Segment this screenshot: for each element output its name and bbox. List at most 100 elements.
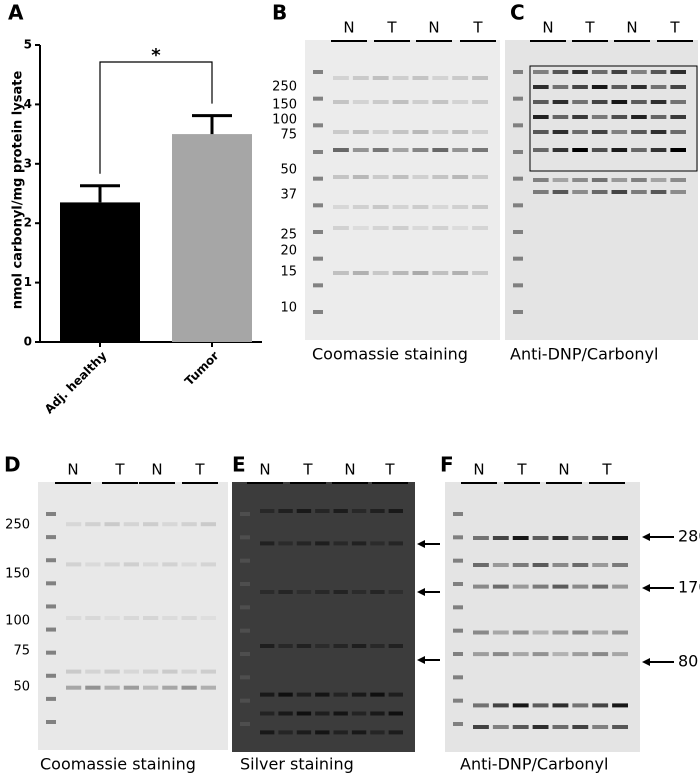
ladder-band xyxy=(46,535,56,540)
protein-band xyxy=(296,590,312,594)
protein-band xyxy=(670,190,686,194)
protein-band xyxy=(492,725,509,729)
marker-label: 150 xyxy=(272,98,297,113)
marker-label: 75 xyxy=(13,644,30,659)
ladder-band xyxy=(313,310,323,314)
ladder-band xyxy=(513,70,523,74)
protein-band xyxy=(492,630,509,635)
y-tick-label: 0 xyxy=(24,335,32,349)
protein-band xyxy=(432,148,449,152)
lane-label: N xyxy=(473,461,484,479)
protein-band xyxy=(296,541,312,546)
protein-band xyxy=(123,616,139,620)
lane-label: T xyxy=(194,461,205,479)
protein-band xyxy=(533,100,549,104)
protein-band xyxy=(532,563,549,567)
protein-band xyxy=(143,562,159,567)
protein-band xyxy=(611,100,628,104)
protein-band xyxy=(533,178,549,182)
protein-band xyxy=(473,563,489,567)
marker-label: 100 xyxy=(272,113,297,128)
protein-band xyxy=(452,100,469,104)
protein-band xyxy=(592,536,609,540)
protein-band xyxy=(552,536,569,540)
protein-band xyxy=(370,730,385,735)
protein-band xyxy=(572,190,588,194)
protein-band xyxy=(432,76,449,80)
protein-band xyxy=(472,205,488,209)
protein-band xyxy=(392,76,409,80)
protein-band xyxy=(611,130,628,134)
protein-band xyxy=(650,100,667,104)
protein-band xyxy=(532,652,549,657)
protein-band xyxy=(162,562,178,567)
protein-band xyxy=(552,190,569,194)
protein-band xyxy=(85,685,101,690)
lane-label: N xyxy=(626,19,637,37)
protein-band xyxy=(392,271,409,275)
marker-label: 250 xyxy=(5,518,30,533)
protein-band xyxy=(260,590,275,594)
protein-band xyxy=(572,70,588,74)
protein-band xyxy=(472,148,488,152)
error-bar xyxy=(192,114,232,135)
protein-band xyxy=(315,541,330,546)
lane-label: T xyxy=(516,461,527,479)
protein-band xyxy=(352,226,369,230)
ladder-band xyxy=(240,535,250,540)
protein-band xyxy=(333,175,349,179)
arrow-label: 80 xyxy=(678,652,698,671)
y-axis-label: nmol carbonyl/mg protein lysate xyxy=(11,71,26,310)
protein-band xyxy=(104,562,120,567)
protein-band xyxy=(532,584,549,589)
protein-band xyxy=(66,522,82,527)
protein-band xyxy=(278,730,293,735)
protein-band xyxy=(181,562,197,567)
protein-band xyxy=(552,70,569,74)
protein-band xyxy=(532,630,549,635)
protein-band xyxy=(372,271,389,275)
ladder-band xyxy=(46,604,56,609)
protein-band xyxy=(104,685,120,690)
ladder-band xyxy=(46,581,56,586)
protein-band xyxy=(200,616,216,620)
y-tick-label: 4 xyxy=(24,97,32,111)
protein-band xyxy=(333,590,348,594)
protein-band xyxy=(472,100,488,104)
marker-label: 75 xyxy=(280,128,297,143)
protein-band xyxy=(315,730,330,735)
protein-band xyxy=(181,685,197,690)
caption: Silver staining xyxy=(240,755,354,774)
ladder-band xyxy=(453,722,463,726)
protein-band xyxy=(296,692,312,697)
protein-band xyxy=(66,616,82,620)
protein-band xyxy=(452,271,469,275)
caption: Anti-DNP/Carbonyl xyxy=(510,345,658,364)
protein-band xyxy=(260,509,275,513)
protein-band xyxy=(611,190,628,194)
protein-band xyxy=(572,115,588,119)
ladder-band xyxy=(240,628,250,633)
ladder-band xyxy=(513,176,523,181)
protein-band xyxy=(392,226,409,230)
protein-band xyxy=(66,685,82,690)
ladder-band xyxy=(313,203,323,208)
protein-band xyxy=(572,100,588,104)
protein-band xyxy=(552,652,569,657)
protein-band xyxy=(591,85,608,89)
protein-band xyxy=(388,692,403,697)
marker-label: 50 xyxy=(13,680,30,695)
protein-band xyxy=(352,175,369,179)
ladder-band xyxy=(453,535,463,540)
ladder-band xyxy=(46,512,56,516)
protein-band xyxy=(512,536,529,540)
protein-band xyxy=(670,130,686,134)
lane-label: N xyxy=(542,19,553,37)
protein-band xyxy=(412,271,429,275)
protein-band xyxy=(611,148,628,152)
protein-band xyxy=(351,644,367,648)
highlight-box xyxy=(529,65,698,172)
lane-label: T xyxy=(584,19,595,37)
protein-band xyxy=(333,226,349,230)
protein-band xyxy=(352,76,369,80)
